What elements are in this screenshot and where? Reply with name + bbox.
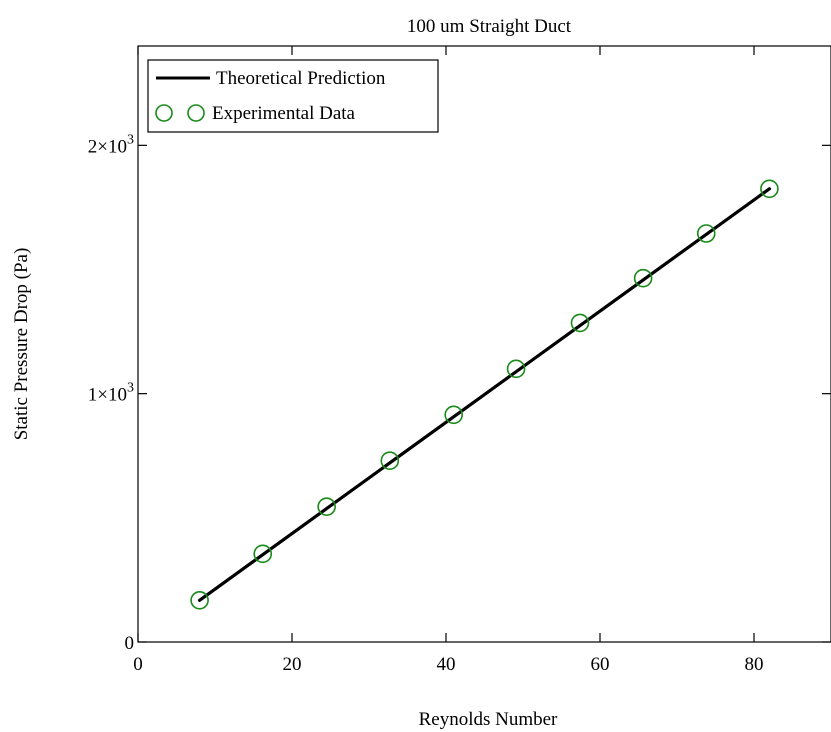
x-tick-label-3: 60 (591, 654, 610, 675)
legend-marker-1 (155, 104, 173, 122)
x-axis-title: Reynolds Number (419, 709, 558, 730)
series-layer (190, 179, 779, 610)
y-axis-title: Static Pressure Drop (Pa) (11, 248, 32, 441)
chart-title: 100 um Straight Duct (407, 16, 572, 37)
data-point-2 (317, 497, 336, 516)
plot-frame (137, 45, 831, 643)
data-point-0 (190, 590, 209, 610)
data-point-9 (760, 179, 779, 199)
x-tick-label-2: 40 (437, 654, 456, 675)
x-tick-label-4: 80 (745, 654, 764, 675)
x-tick-label-1: 20 (283, 654, 302, 675)
series-line-theoretical (198, 187, 772, 602)
legend: Theoretical Prediction Experimental Data (147, 59, 439, 133)
legend-marker-2 (187, 104, 205, 122)
data-point-5 (506, 359, 526, 379)
axis-ticks (137, 46, 831, 643)
legend-box (147, 59, 439, 133)
x-tick-label-0: 0 (133, 654, 143, 675)
y-tick-label-2: 2×103 (88, 132, 134, 157)
axis-tick-labels: 0 20 40 60 80 0 1×103 2×103 (88, 132, 764, 675)
y-tick-label-1: 1×103 (88, 381, 134, 406)
legend-label-theoretical: Theoretical Prediction (216, 68, 386, 89)
data-point-8 (696, 224, 716, 243)
data-point-4 (444, 405, 464, 425)
data-point-3 (380, 451, 400, 471)
legend-label-experimental: Experimental Data (212, 103, 356, 124)
y-tick-label-0: 0 (125, 633, 135, 654)
data-point-1 (253, 544, 273, 564)
data-point-7 (633, 268, 653, 288)
data-point-6 (570, 313, 590, 333)
